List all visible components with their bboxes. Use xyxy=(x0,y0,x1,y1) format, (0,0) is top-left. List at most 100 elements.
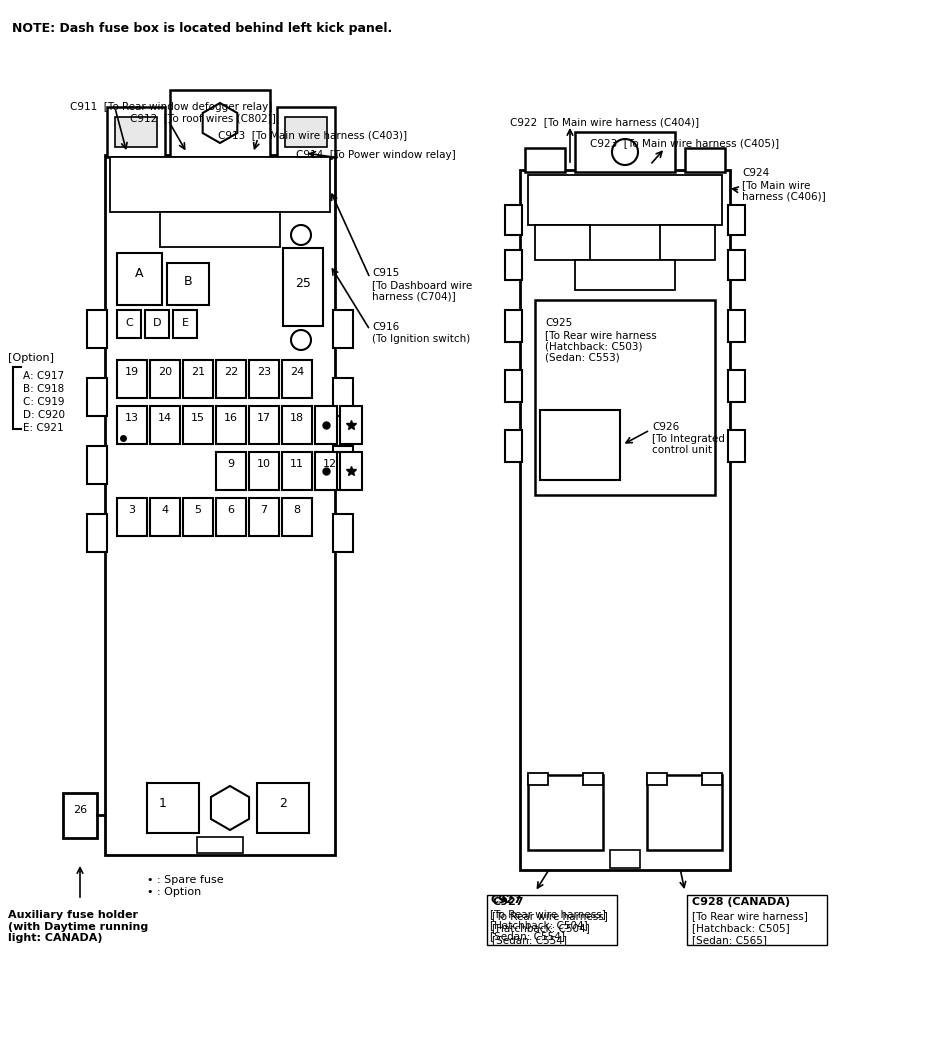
Text: C928 (CANADA): C928 (CANADA) xyxy=(692,897,790,907)
Bar xyxy=(183,360,213,398)
Bar xyxy=(283,249,323,326)
Bar xyxy=(505,310,522,342)
Bar xyxy=(150,360,180,398)
Bar xyxy=(249,498,279,536)
Bar xyxy=(728,205,745,235)
Text: [Hatchback: C505]: [Hatchback: C505] xyxy=(692,923,790,933)
Text: C915
[To Dashboard wire
harness (C704)]: C915 [To Dashboard wire harness (C704)] xyxy=(372,268,472,302)
Text: [Hatchback: C504]: [Hatchback: C504] xyxy=(490,920,588,930)
Bar xyxy=(728,310,745,342)
Bar xyxy=(115,117,157,147)
Text: C923  [To Main wire harness (C405)]: C923 [To Main wire harness (C405)] xyxy=(590,138,779,148)
Bar xyxy=(528,775,603,850)
Bar xyxy=(333,378,353,416)
Text: A: A xyxy=(135,267,143,280)
Bar xyxy=(87,514,107,552)
Bar xyxy=(660,225,715,260)
Bar xyxy=(117,360,147,398)
Bar xyxy=(520,170,730,870)
Bar xyxy=(282,360,312,398)
Bar xyxy=(117,498,147,536)
Text: 25: 25 xyxy=(295,277,311,290)
Bar xyxy=(610,850,640,868)
Text: 18: 18 xyxy=(290,413,304,423)
Bar xyxy=(183,498,213,536)
Bar xyxy=(160,212,280,247)
Bar xyxy=(487,895,617,945)
Bar xyxy=(340,452,362,490)
Bar xyxy=(505,430,522,462)
Circle shape xyxy=(291,330,311,350)
Text: NOTE: Dash fuse box is located behind left kick panel.: NOTE: Dash fuse box is located behind le… xyxy=(12,22,392,35)
Text: 23: 23 xyxy=(257,367,271,377)
Polygon shape xyxy=(211,786,249,830)
Bar xyxy=(249,452,279,490)
Text: [Sedan: C565]: [Sedan: C565] xyxy=(692,935,767,945)
Bar xyxy=(183,406,213,444)
Bar xyxy=(702,773,722,785)
Text: [To Rear wire harness]: [To Rear wire harness] xyxy=(490,909,605,919)
Text: [To Rear wire harness]: [To Rear wire harness] xyxy=(692,911,808,921)
Bar xyxy=(216,360,246,398)
Bar xyxy=(216,498,246,536)
Bar xyxy=(728,370,745,402)
Bar xyxy=(110,157,330,212)
Bar xyxy=(87,378,107,416)
Bar xyxy=(528,175,722,225)
Text: 20: 20 xyxy=(158,367,172,377)
Bar xyxy=(257,783,309,833)
Text: 7: 7 xyxy=(260,506,268,515)
Circle shape xyxy=(612,139,638,165)
Circle shape xyxy=(291,225,311,245)
Text: 10: 10 xyxy=(257,459,271,469)
Bar xyxy=(105,155,335,855)
Bar xyxy=(277,107,335,157)
Bar xyxy=(728,430,745,462)
Bar xyxy=(63,793,97,838)
Text: C922  [To Main wire harness (C404)]: C922 [To Main wire harness (C404)] xyxy=(510,117,699,127)
Text: 8: 8 xyxy=(294,506,300,515)
Text: C916
(To Ignition switch): C916 (To Ignition switch) xyxy=(372,322,471,344)
Text: [Hatchback: C504]: [Hatchback: C504] xyxy=(492,923,590,933)
Text: 22: 22 xyxy=(224,367,238,377)
Text: [Option]: [Option] xyxy=(8,353,54,363)
Bar xyxy=(282,498,312,536)
Text: C914  [To Power window relay]: C914 [To Power window relay] xyxy=(296,150,456,160)
Text: [Sedan: C554]: [Sedan: C554] xyxy=(490,931,565,941)
Bar xyxy=(505,370,522,402)
Bar xyxy=(647,775,722,850)
Bar xyxy=(285,117,327,147)
Text: C912  [To roof wires (C802)]: C912 [To roof wires (C802)] xyxy=(130,113,276,123)
Text: [Sedan: C554]: [Sedan: C554] xyxy=(492,935,567,945)
Bar xyxy=(528,773,548,785)
Text: 16: 16 xyxy=(224,413,238,423)
Text: B: B xyxy=(184,275,193,288)
Bar xyxy=(145,310,169,338)
Bar xyxy=(147,783,199,833)
Bar xyxy=(340,406,362,444)
Bar xyxy=(107,107,165,157)
Bar xyxy=(685,148,725,172)
Bar xyxy=(87,310,107,348)
Text: D: C920: D: C920 xyxy=(23,410,65,419)
Text: C911  [To Rear window defogger relay]: C911 [To Rear window defogger relay] xyxy=(70,102,272,112)
Text: C: C919: C: C919 xyxy=(23,397,64,407)
Bar xyxy=(173,310,197,338)
Text: 11: 11 xyxy=(290,459,304,469)
Bar xyxy=(249,406,279,444)
Text: Auxiliary fuse holder
(with Daytime running
light: CANADA): Auxiliary fuse holder (with Daytime runn… xyxy=(8,910,148,943)
Bar xyxy=(505,205,522,235)
Bar xyxy=(249,360,279,398)
Bar xyxy=(525,148,565,172)
Bar xyxy=(505,250,522,280)
Bar xyxy=(117,406,147,444)
Bar xyxy=(333,310,353,348)
Text: 3: 3 xyxy=(128,506,136,515)
Text: 13: 13 xyxy=(125,413,139,423)
Text: A: C917: A: C917 xyxy=(23,371,64,381)
Bar xyxy=(216,452,246,490)
Text: 1: 1 xyxy=(159,796,167,810)
Bar xyxy=(728,250,745,280)
Bar xyxy=(575,132,675,172)
Text: E: E xyxy=(181,318,189,328)
